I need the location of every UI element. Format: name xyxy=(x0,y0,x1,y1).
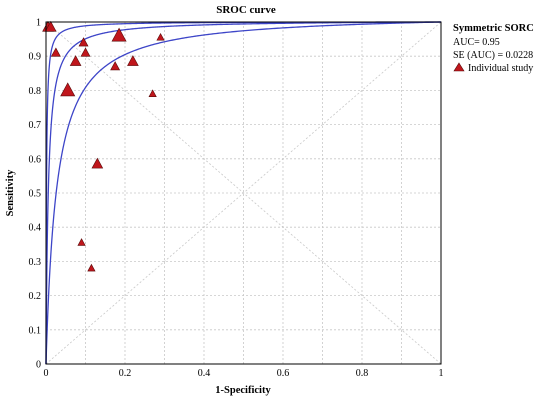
x-axis-title: 1-Specificity xyxy=(215,385,271,396)
y-tick-label: 0.1 xyxy=(29,325,42,336)
study-point xyxy=(80,47,91,57)
sroc-lower-bound-curve xyxy=(45,21,442,364)
y-tick-label: 0.9 xyxy=(29,52,42,63)
study-point xyxy=(156,32,165,41)
y-tick-label: 0.5 xyxy=(29,189,42,200)
y-tick-label: 0.6 xyxy=(29,154,42,165)
y-tick-labels: 0 0.1 0.2 0.3 0.4 0.5 0.6 0.7 0.8 0.9 1 xyxy=(29,18,42,371)
x-tick-label: 0.8 xyxy=(356,368,369,379)
study-point xyxy=(77,238,86,246)
x-tick-label: 1 xyxy=(439,368,444,379)
y-tick-label: 0.3 xyxy=(29,257,42,268)
anti-diagonal-reference xyxy=(45,21,442,365)
x-tick-label: 0.6 xyxy=(277,368,290,379)
study-point xyxy=(69,55,82,66)
x-tick-label: 0.2 xyxy=(119,368,132,379)
study-point xyxy=(44,20,57,32)
x-tick-labels: 0 0.2 0.4 0.6 0.8 1 xyxy=(44,368,444,379)
study-point xyxy=(111,27,127,42)
study-point xyxy=(91,157,104,169)
legend: Symmetric SORC AUC= 0.95 SE (AUC) = 0.02… xyxy=(453,23,534,74)
y-tick-label: 0.7 xyxy=(29,120,42,131)
legend-triangle-icon xyxy=(453,62,465,72)
x-tick-label: 0 xyxy=(44,368,49,379)
study-point xyxy=(110,61,121,71)
legend-title: Symmetric SORC xyxy=(453,23,534,34)
plot-frame xyxy=(45,21,442,365)
grid-lines xyxy=(46,22,441,364)
study-point xyxy=(127,55,139,66)
x-tick-label: 0.4 xyxy=(198,368,211,379)
y-tick-label: 1 xyxy=(36,18,41,29)
chart-title: SROC curve xyxy=(216,4,276,16)
y-tick-label: 0 xyxy=(36,360,41,371)
y-tick-label: 0.4 xyxy=(29,223,42,234)
legend-se-auc: SE (AUC) = 0.0228 xyxy=(453,50,533,61)
legend-marker-label: Individual study xyxy=(468,63,533,74)
study-point xyxy=(60,82,76,97)
sroc-curve xyxy=(45,21,442,364)
study-points xyxy=(42,20,165,272)
y-axis-title: Sensitivity xyxy=(5,169,16,216)
study-point xyxy=(87,263,96,272)
study-point xyxy=(50,47,61,57)
y-tick-label: 0.8 xyxy=(29,86,42,97)
study-point xyxy=(78,37,89,47)
legend-auc: AUC= 0.95 xyxy=(453,37,500,48)
study-point xyxy=(148,89,157,97)
y-tick-label: 0.2 xyxy=(29,291,42,302)
